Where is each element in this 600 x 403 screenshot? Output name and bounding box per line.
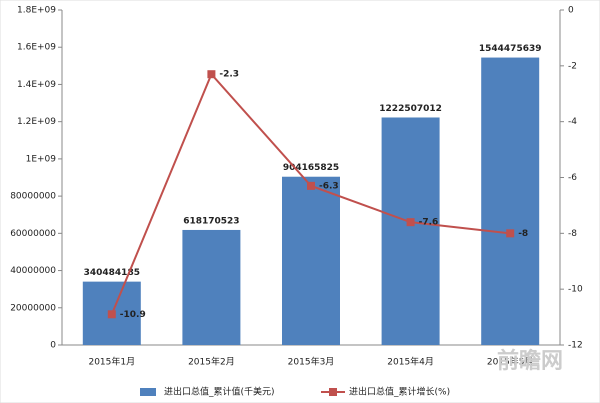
legend-label: 进出口总值_累计增长(%) bbox=[349, 386, 450, 398]
legend-swatch bbox=[329, 388, 337, 396]
line-value-label: -2.3 bbox=[219, 70, 239, 80]
x-tick-label: 2015年3月 bbox=[288, 356, 335, 368]
y-tick-label: 1.4E+09 bbox=[17, 80, 56, 90]
legend-swatch bbox=[140, 388, 156, 396]
y2-tick-label: -10 bbox=[568, 285, 583, 295]
line-value-label: -7.6 bbox=[419, 218, 439, 228]
x-tick-label: 2015年4月 bbox=[387, 356, 434, 368]
bar-value-label: 904165825 bbox=[283, 163, 339, 173]
y-tick-label: 60000000 bbox=[10, 229, 56, 239]
y-tick-label: 1.8E+09 bbox=[17, 6, 56, 16]
y2-tick-label: -8 bbox=[568, 229, 577, 239]
x-tick-label: 2015年1月 bbox=[88, 356, 135, 368]
line-marker bbox=[506, 229, 515, 238]
line-value-label: -8 bbox=[518, 229, 528, 239]
line-value-label: -6.3 bbox=[319, 181, 339, 191]
bar bbox=[381, 117, 440, 345]
y-tick-label: 80000000 bbox=[10, 192, 56, 202]
bar bbox=[182, 229, 241, 345]
y2-tick-label: 0 bbox=[568, 6, 574, 16]
line-marker bbox=[207, 70, 216, 79]
y2-tick-label: -6 bbox=[568, 173, 577, 183]
y-tick-label: 1.6E+09 bbox=[17, 43, 56, 53]
bar bbox=[282, 176, 340, 345]
bar-value-label: 340484185 bbox=[84, 268, 140, 278]
watermark: 前瞻网 bbox=[497, 348, 563, 374]
y-tick-label: 1.2E+09 bbox=[17, 117, 56, 127]
legend-label: 进出口总值_累计值(千美元) bbox=[164, 386, 275, 398]
line-marker bbox=[107, 310, 116, 319]
line-marker bbox=[307, 181, 315, 190]
y2-tick-label: -12 bbox=[568, 341, 583, 351]
bar bbox=[481, 57, 540, 346]
bar-value-label: 1544475639 bbox=[479, 44, 542, 54]
y-tick-label: 20000000 bbox=[10, 303, 56, 313]
y-tick-label: 0 bbox=[50, 341, 56, 351]
bar-value-label: 618170523 bbox=[183, 216, 239, 226]
y-tick-label: 1E+09 bbox=[26, 154, 57, 164]
line-value-label: -10.9 bbox=[120, 310, 146, 320]
bar-value-label: 1222507012 bbox=[379, 104, 442, 114]
x-tick-label: 2015年5月 bbox=[487, 356, 534, 368]
x-tick-label: 2015年2月 bbox=[188, 356, 235, 368]
y2-tick-label: -2 bbox=[568, 61, 577, 71]
line-marker bbox=[406, 218, 415, 227]
y2-tick-label: -4 bbox=[568, 117, 577, 127]
y-tick-label: 40000000 bbox=[10, 266, 56, 276]
